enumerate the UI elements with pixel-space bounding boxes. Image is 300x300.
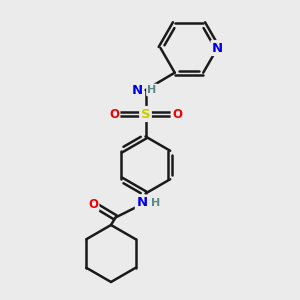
Text: S: S (141, 107, 150, 121)
Text: H: H (148, 85, 157, 95)
Text: O: O (88, 197, 98, 211)
Text: N: N (212, 41, 223, 55)
Text: N: N (136, 196, 148, 209)
Text: O: O (109, 107, 119, 121)
Text: H: H (152, 197, 160, 208)
Text: O: O (172, 107, 182, 121)
Text: N: N (131, 83, 143, 97)
